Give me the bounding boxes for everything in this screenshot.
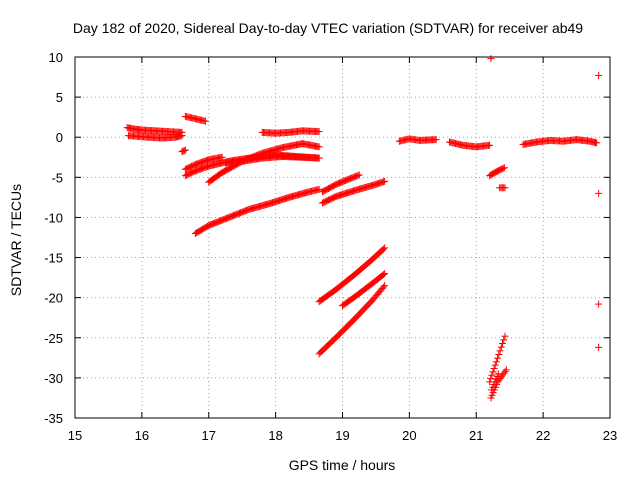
grid — [75, 57, 610, 418]
x-tick-label: 20 — [402, 428, 416, 443]
data-point — [379, 283, 387, 291]
data-point — [487, 375, 495, 383]
y-tick-label: -15 — [44, 251, 63, 266]
data-point — [595, 189, 603, 197]
data-point — [315, 128, 323, 136]
data-point — [501, 332, 509, 340]
data-point — [315, 154, 323, 162]
x-tick-label: 16 — [135, 428, 149, 443]
data-point — [315, 143, 323, 151]
data-point — [178, 132, 186, 140]
x-tick-label: 23 — [603, 428, 617, 443]
data-point — [381, 282, 389, 290]
x-tick-label: 15 — [68, 428, 82, 443]
y-tick-label: 5 — [56, 90, 63, 105]
data-point — [379, 245, 387, 253]
data-point — [595, 71, 603, 79]
data-point — [499, 340, 507, 348]
data-point — [496, 347, 504, 355]
data-point — [500, 336, 508, 344]
data-point — [355, 171, 363, 179]
data-point — [379, 271, 387, 279]
chart-title: Day 182 of 2020, Sidereal Day-to-day VTE… — [73, 20, 583, 36]
data-point — [595, 343, 603, 351]
data-point — [501, 184, 509, 192]
x-tick-label: 22 — [536, 428, 550, 443]
data-point — [381, 270, 389, 278]
data-points — [123, 55, 603, 402]
x-tick-label: 19 — [335, 428, 349, 443]
data-point — [181, 146, 189, 154]
data-point — [381, 177, 389, 185]
y-tick-label: 0 — [56, 130, 63, 145]
data-point — [218, 153, 226, 161]
data-point — [499, 164, 507, 172]
y-tick-label: -20 — [44, 291, 63, 306]
y-tick-label: 10 — [49, 50, 63, 65]
data-point — [500, 164, 508, 172]
plot-frame — [74, 56, 611, 419]
x-tick-label: 17 — [202, 428, 216, 443]
y-tick-label: -5 — [51, 170, 63, 185]
tick-labels: 15 16 17 18 19 20 21 22 23 10 5 0 -5 -10 -15 -20 -25 -30 -… — [44, 50, 617, 443]
data-point — [491, 361, 499, 369]
data-point — [486, 141, 494, 149]
data-point — [501, 368, 509, 376]
data-point — [593, 139, 601, 147]
data-point — [595, 300, 603, 308]
x-tick-label: 18 — [268, 428, 282, 443]
data-point — [432, 136, 440, 144]
data-point — [487, 55, 495, 63]
y-tick-label: -25 — [44, 331, 63, 346]
data-point — [489, 368, 497, 376]
y-tick-label: -30 — [44, 371, 63, 386]
data-point — [201, 117, 209, 125]
data-point — [381, 244, 389, 252]
data-point — [497, 343, 505, 351]
data-point — [502, 366, 510, 374]
data-point — [354, 171, 362, 179]
y-tick-label: -10 — [44, 210, 63, 225]
data-point — [494, 370, 502, 378]
data-point — [494, 354, 502, 362]
data-point — [492, 358, 500, 366]
y-axis-label: SDTVAR / TECUs — [8, 184, 24, 296]
data-point — [495, 351, 503, 359]
data-point — [490, 365, 498, 373]
data-point — [180, 147, 188, 155]
y-tick-label: -35 — [44, 411, 63, 426]
x-tick-label: 21 — [469, 428, 483, 443]
data-point — [488, 371, 496, 379]
x-axis-label: GPS time / hours — [289, 457, 396, 473]
